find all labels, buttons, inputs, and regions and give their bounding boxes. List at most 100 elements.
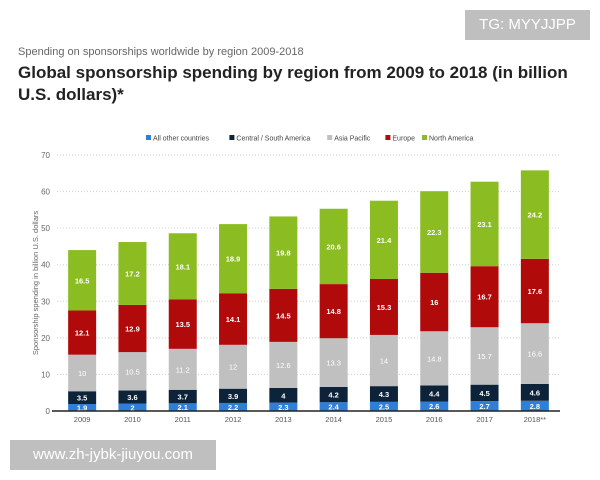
data-label: 3.5: [77, 394, 87, 403]
chart-subtitle: Spending on sponsorships worldwide by re…: [18, 46, 304, 58]
legend-label: North America: [429, 136, 473, 143]
data-label: 2.1: [178, 403, 188, 412]
data-label: 13.3: [326, 359, 341, 368]
legend-swatch: [385, 135, 391, 140]
bar-segment: [369, 386, 398, 402]
y-tick-label: 30: [41, 297, 50, 306]
data-label: 4: [281, 391, 286, 400]
data-label: 23.1: [477, 220, 492, 229]
bar-segment: [118, 304, 147, 353]
watermark-top: TG: MYYJJPP: [465, 10, 590, 40]
data-label: 12.6: [276, 361, 291, 370]
x-tick-label: 2013: [275, 415, 292, 424]
bar-segment: [470, 266, 499, 328]
bar-segment: [369, 200, 398, 279]
bar-segment: [168, 389, 197, 404]
bar-segment: [168, 403, 197, 411]
data-label: 16.7: [477, 293, 492, 302]
data-label: 2: [130, 403, 134, 412]
y-tick-label: 20: [41, 334, 50, 343]
data-label: 2.5: [379, 402, 389, 411]
data-label: 14: [380, 357, 388, 366]
data-label: 18.1: [175, 262, 190, 271]
data-label: 19.8: [276, 249, 291, 258]
bar-segment: [520, 400, 549, 411]
bar-segment: [470, 327, 499, 385]
bar-segment: [219, 402, 248, 411]
data-label: 14.8: [326, 307, 341, 316]
data-label: 24.2: [528, 211, 543, 220]
data-label: 2.2: [228, 403, 238, 412]
data-label: 18.9: [226, 255, 241, 264]
data-label: 3.7: [178, 393, 188, 402]
x-tick-label: 2016: [426, 415, 443, 424]
data-label: 12: [229, 363, 237, 372]
data-label: 12.9: [125, 325, 140, 334]
data-label: 2.6: [429, 402, 439, 411]
data-label: 16: [430, 298, 438, 307]
legend-label: Europe: [392, 136, 415, 143]
x-tick-label: 2017: [476, 415, 493, 424]
bar-segment: [420, 401, 449, 411]
data-label: 17.2: [125, 269, 140, 278]
bar-segment: [269, 288, 298, 342]
bar-segment: [219, 224, 248, 294]
bar-segment: [520, 323, 549, 384]
y-axis-label: Sponsorship spending in billion U.S. dol…: [31, 211, 40, 356]
bar-segment: [118, 390, 147, 404]
bar-segment: [219, 344, 248, 389]
bar-segment: [68, 310, 97, 355]
data-label: 2.3: [278, 403, 288, 412]
data-label: 16.6: [528, 350, 543, 359]
data-label: 1.9: [77, 404, 87, 413]
x-tick-label: 2009: [74, 415, 91, 424]
bar-segment: [118, 242, 147, 305]
data-label: 10.5: [125, 367, 140, 376]
data-label: 20.6: [326, 242, 341, 251]
bar-segment: [168, 348, 197, 390]
bar-segment: [319, 338, 348, 387]
data-label: 3.6: [127, 393, 137, 402]
legend-label: Asia Pacific: [334, 136, 371, 143]
data-label: 15.7: [477, 352, 492, 361]
data-label: 14.8: [427, 354, 442, 363]
x-tick-label: 2011: [175, 415, 191, 424]
data-label: 12.1: [75, 329, 90, 338]
bar-segment: [168, 233, 197, 300]
data-label: 4.5: [479, 389, 489, 398]
bar-segment: [68, 391, 97, 405]
bar-segment: [420, 272, 449, 332]
bar-segment: [319, 402, 348, 411]
watermark-bottom: www.zh-jybk-jiuyou.com: [10, 440, 216, 470]
data-label: 3.9: [228, 392, 238, 401]
bar-segment: [168, 299, 197, 349]
bar-segment: [319, 386, 348, 403]
bar-segment: [68, 354, 97, 392]
bar-segment: [470, 181, 499, 267]
chart-title: Global sponsorship spending by region fr…: [18, 63, 568, 104]
y-tick-label: 10: [41, 370, 50, 379]
bar-segment: [118, 352, 147, 391]
x-tick-label: 2014: [325, 415, 342, 424]
legend-swatch: [229, 135, 235, 140]
y-tick-label: 60: [41, 188, 50, 197]
bar-segment: [420, 191, 449, 273]
data-label: 4.6: [530, 388, 540, 397]
bar-segment: [319, 208, 348, 285]
legend-swatch: [422, 135, 427, 140]
bar-segment: [470, 384, 499, 402]
bar-segment: [269, 341, 298, 388]
bar-segment: [369, 401, 398, 411]
legend-swatch: [146, 135, 151, 140]
bar-segment: [520, 170, 549, 259]
data-label: 2.8: [530, 402, 540, 411]
bar-segment: [118, 403, 147, 411]
bar-segment: [219, 293, 248, 345]
x-tick-label: 2018**: [524, 415, 547, 424]
bar-segment: [420, 385, 449, 402]
bar-segment: [319, 284, 348, 339]
data-label: 4.3: [379, 390, 389, 399]
data-label: 22.3: [427, 228, 442, 237]
y-tick-label: 0: [46, 407, 51, 416]
